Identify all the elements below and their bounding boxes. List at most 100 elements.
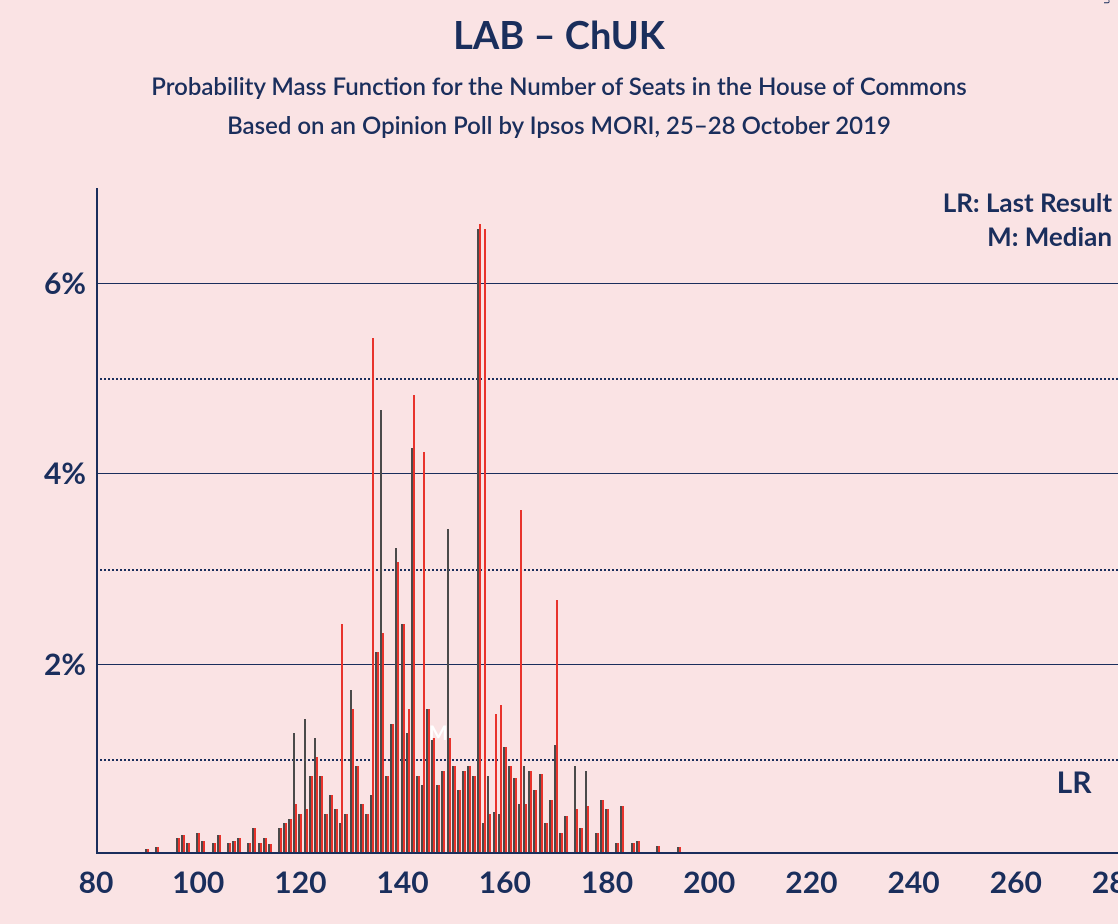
bar-red bbox=[188, 843, 190, 853]
bar-red bbox=[489, 814, 491, 852]
bar-red bbox=[270, 844, 272, 852]
bar-red bbox=[443, 771, 445, 852]
bar-red bbox=[203, 841, 205, 852]
y-tick-label: 4% bbox=[44, 455, 86, 491]
bar-red bbox=[546, 823, 548, 852]
bar-red bbox=[551, 800, 553, 852]
gridline-minor bbox=[96, 378, 1118, 380]
bar-red bbox=[525, 804, 527, 852]
bar-red bbox=[530, 771, 532, 852]
bar-red bbox=[372, 338, 374, 852]
gridline-minor bbox=[96, 759, 1118, 761]
bar-red bbox=[326, 814, 328, 852]
x-tick-label: 80 bbox=[79, 864, 114, 900]
bar-red bbox=[510, 766, 512, 852]
bar-red bbox=[300, 814, 302, 852]
bar-red bbox=[602, 800, 604, 852]
bar-red bbox=[587, 806, 589, 852]
bar-red bbox=[331, 795, 333, 852]
x-tick-label: 260 bbox=[990, 864, 1042, 900]
bar-red bbox=[541, 774, 543, 852]
bar-red bbox=[157, 847, 159, 852]
bar-red bbox=[397, 562, 399, 852]
y-axis bbox=[96, 188, 98, 854]
bar-red bbox=[515, 778, 517, 852]
bar-red bbox=[214, 843, 216, 853]
x-tick-label: 140 bbox=[376, 864, 428, 900]
lr-label: LR bbox=[1057, 764, 1092, 800]
bar-red bbox=[479, 224, 481, 852]
bar-red bbox=[357, 766, 359, 852]
bar-red bbox=[147, 849, 149, 852]
bar-red bbox=[295, 804, 297, 852]
y-tick-label: 2% bbox=[44, 646, 86, 682]
bar-red bbox=[658, 846, 660, 852]
bar-red bbox=[265, 838, 267, 852]
x-tick-label: 220 bbox=[785, 864, 837, 900]
bar-red bbox=[382, 633, 384, 852]
bar-red bbox=[254, 828, 256, 852]
bar-red bbox=[234, 841, 236, 852]
chart-subtitle2: Based on an Opinion Poll by Ipsos MORI, … bbox=[0, 111, 1118, 140]
bar-red bbox=[311, 776, 313, 852]
bar-red bbox=[449, 738, 451, 852]
bar-red bbox=[183, 835, 185, 852]
bar-red bbox=[367, 814, 369, 852]
x-tick-label: 180 bbox=[581, 864, 633, 900]
bar-red bbox=[377, 652, 379, 852]
bar-red bbox=[469, 766, 471, 852]
x-tick-label: 200 bbox=[683, 864, 735, 900]
x-tick-label: 160 bbox=[479, 864, 531, 900]
bar-red bbox=[433, 738, 435, 852]
bar-red bbox=[198, 833, 200, 852]
bar-red bbox=[229, 843, 231, 853]
bar-red bbox=[280, 828, 282, 852]
bar-red bbox=[454, 766, 456, 852]
x-tick-label: 240 bbox=[887, 864, 939, 900]
bar-red bbox=[346, 814, 348, 852]
x-tick-label: 120 bbox=[274, 864, 326, 900]
y-tick-label: 6% bbox=[44, 265, 86, 301]
bar-red bbox=[520, 510, 522, 853]
bar-red bbox=[352, 709, 354, 852]
gridline-major bbox=[96, 664, 1118, 665]
bar-red bbox=[464, 771, 466, 852]
bar-red bbox=[438, 785, 440, 852]
bar-red bbox=[566, 816, 568, 852]
median-label: M bbox=[429, 721, 448, 745]
bar-red bbox=[290, 819, 292, 852]
chart-subtitle: Probability Mass Function for the Number… bbox=[0, 72, 1118, 101]
bar-red bbox=[219, 835, 221, 852]
bar-red bbox=[561, 833, 563, 852]
bar-red bbox=[413, 395, 415, 852]
x-tick-label: 100 bbox=[172, 864, 224, 900]
bar-red bbox=[387, 776, 389, 852]
bar-red bbox=[392, 724, 394, 852]
bar-red bbox=[638, 841, 640, 852]
x-tick-label: 280 bbox=[1092, 864, 1118, 900]
bar-red bbox=[285, 823, 287, 852]
x-axis bbox=[96, 852, 1118, 854]
legend-m: M: Median bbox=[987, 220, 1112, 252]
bar-red bbox=[341, 624, 343, 852]
bar-red bbox=[459, 790, 461, 852]
bar-red bbox=[484, 229, 486, 852]
bar-red bbox=[249, 843, 251, 853]
bar-red bbox=[581, 828, 583, 852]
bar-red bbox=[316, 757, 318, 852]
bar-red bbox=[495, 714, 497, 852]
bar-red bbox=[306, 809, 308, 852]
bar-red bbox=[423, 452, 425, 852]
bar-red bbox=[633, 843, 635, 853]
gridline-major bbox=[96, 283, 1118, 284]
legend-lr: LR: Last Result bbox=[943, 186, 1112, 218]
bar-red bbox=[556, 600, 558, 852]
bar-red bbox=[336, 809, 338, 852]
bar-red bbox=[178, 838, 180, 852]
bar-red bbox=[597, 833, 599, 852]
bar-red bbox=[617, 843, 619, 853]
bar-red bbox=[418, 776, 420, 852]
bar-red bbox=[607, 809, 609, 852]
bar-red bbox=[260, 843, 262, 853]
chart-title: LAB – ChUK bbox=[0, 0, 1118, 58]
